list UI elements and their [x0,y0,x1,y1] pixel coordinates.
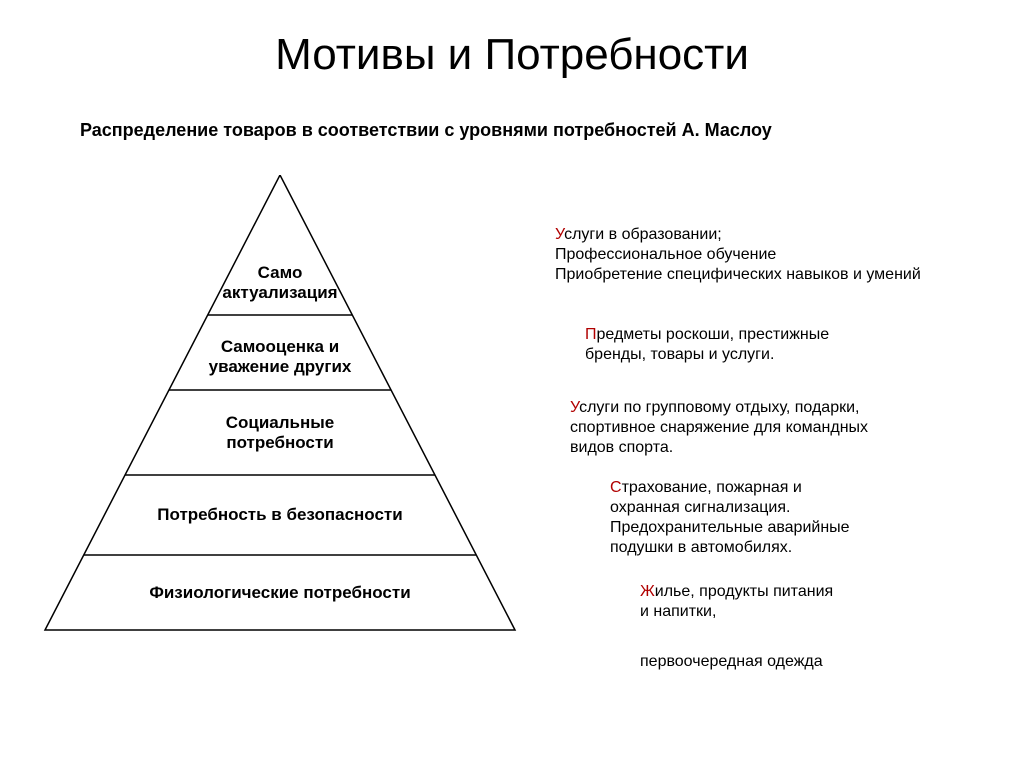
pyramid-level-5: Физиологические потребности [40,583,520,603]
annotation-5: Жилье, продукты питанияи напитки,первооч… [640,582,833,672]
annotation-3: Услуги по групповому отдыху, подарки,спо… [570,398,868,458]
annotation-4: Страхование, пожарная иохранная сигнализ… [610,478,850,558]
pyramid-level-1: Самоактуализация [40,263,520,304]
pyramid-outline [40,175,520,635]
pyramid-level-2: Самооценка иуважение других [40,337,520,378]
pyramid-level-3: Социальныепотребности [40,413,520,454]
maslow-pyramid: Самоактуализация Самооценка иуважение дру… [40,175,520,635]
subtitle: Распределение товаров в соответствии с у… [80,120,772,141]
annotation-1: Услуги в образовании;Профессиональное об… [555,225,921,285]
page-title: Мотивы и Потребности [0,30,1024,80]
pyramid-level-4: Потребность в безопасности [40,505,520,525]
annotation-2: Предметы роскоши, престижныебренды, това… [585,325,829,365]
